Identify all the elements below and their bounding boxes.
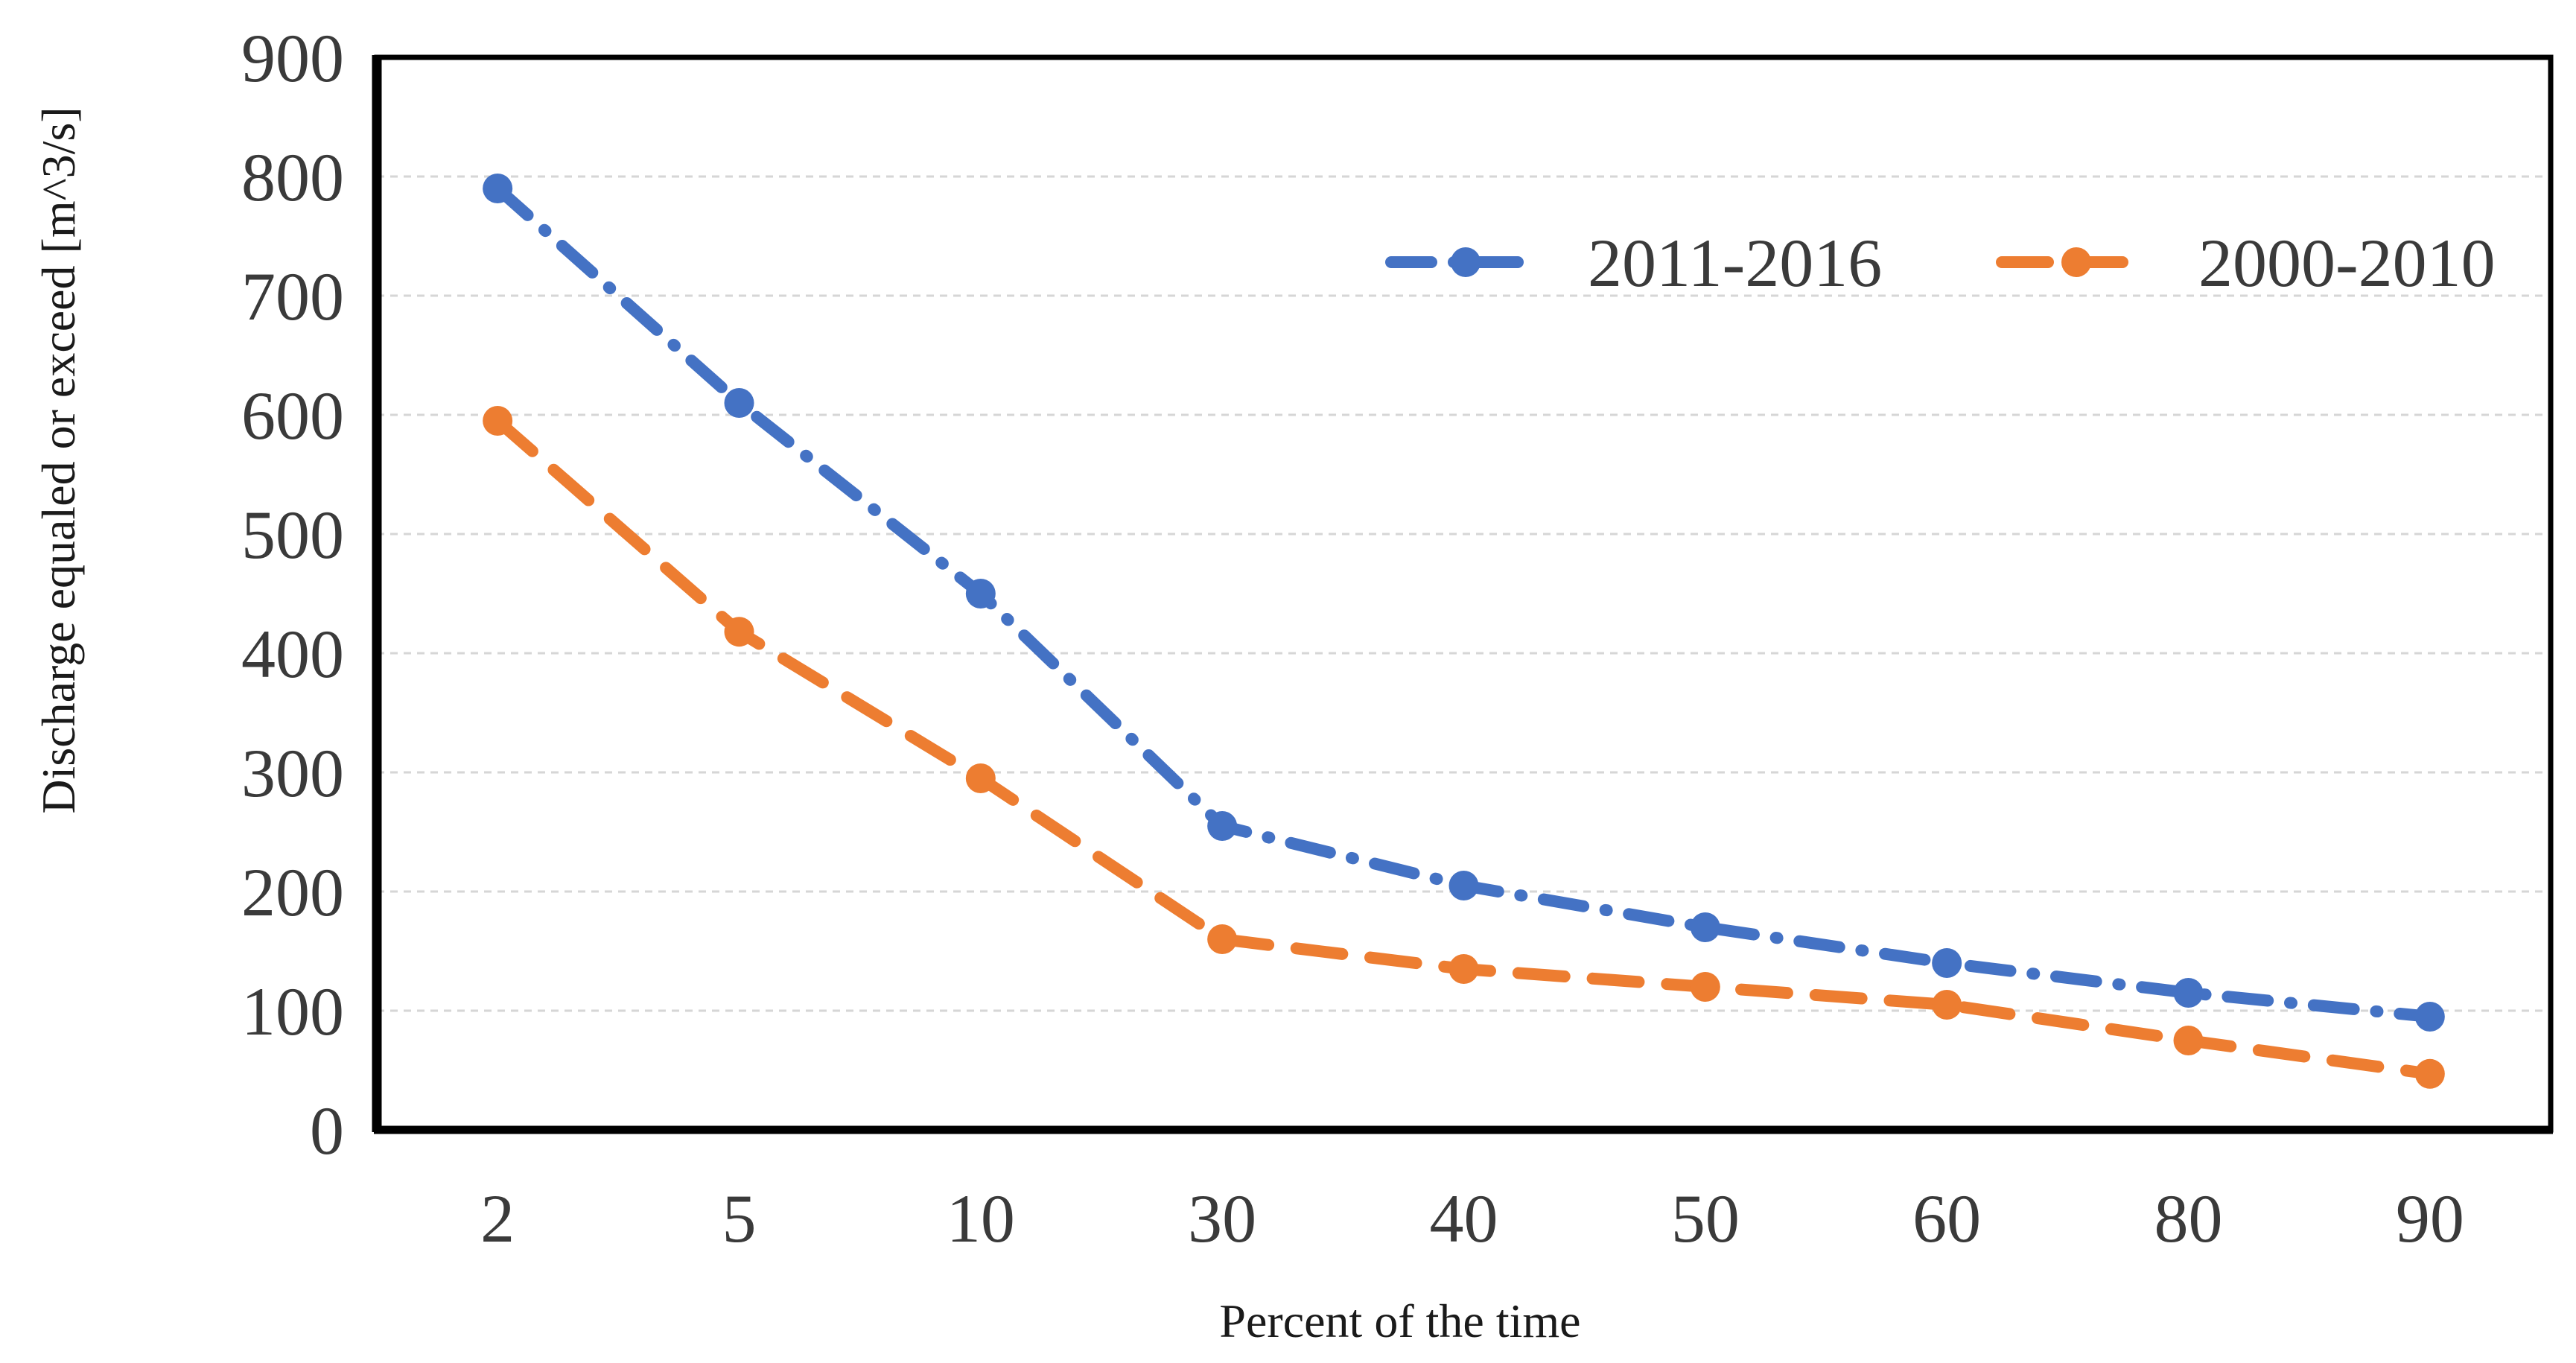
series-marker-2011-2016-50 bbox=[1690, 912, 1720, 942]
y-tick-label-200: 200 bbox=[241, 854, 344, 930]
series-marker-2000-2010-90 bbox=[2414, 1058, 2445, 1089]
y-tick-label-800: 800 bbox=[241, 139, 344, 215]
legend-item-2011-2016: 2011-2016 bbox=[1385, 225, 1882, 301]
y-tick-label-0: 0 bbox=[310, 1093, 344, 1169]
x-tick-label-60: 60 bbox=[1912, 1181, 1981, 1256]
legend-sample-marker-2000-2010 bbox=[2061, 247, 2091, 277]
x-tick-label-5: 5 bbox=[722, 1181, 757, 1256]
legend: 2011-2016 2000-2010 bbox=[1385, 225, 2496, 301]
series-group bbox=[483, 174, 2445, 1089]
series-marker-2011-2016-2 bbox=[483, 174, 513, 203]
x-tick-labels: 2 5 10 30 40 50 60 80 90 bbox=[480, 1181, 2464, 1256]
x-tick-label-2: 2 bbox=[480, 1181, 515, 1256]
x-axis-title: Percent of the time bbox=[1219, 1294, 1580, 1347]
series-marker-2011-2016-5 bbox=[724, 388, 754, 418]
series-marker-2000-2010-10 bbox=[965, 763, 996, 793]
series-marker-2011-2016-30 bbox=[1207, 811, 1238, 841]
y-axis-title: Discharge equaled or exceed [m^3/s] bbox=[32, 107, 85, 813]
legend-label-2011-2016: 2011-2016 bbox=[1588, 225, 1882, 301]
series-marker-2000-2010-30 bbox=[1207, 924, 1238, 954]
series-marker-2011-2016-10 bbox=[965, 579, 996, 609]
series-marker-2000-2010-2 bbox=[483, 406, 513, 436]
x-tick-label-50: 50 bbox=[1671, 1181, 1740, 1256]
y-tick-label-100: 100 bbox=[241, 973, 344, 1049]
x-tick-label-40: 40 bbox=[1430, 1181, 1498, 1256]
series-marker-2000-2010-50 bbox=[1690, 972, 1720, 1002]
series-marker-2011-2016-80 bbox=[2173, 978, 2204, 1008]
y-tick-label-500: 500 bbox=[241, 497, 344, 573]
y-tick-label-400: 400 bbox=[241, 616, 344, 692]
series-marker-2011-2016-40 bbox=[1448, 871, 1479, 900]
series-marker-2000-2010-40 bbox=[1448, 954, 1479, 984]
x-tick-label-30: 30 bbox=[1188, 1181, 1256, 1256]
series-marker-2011-2016-60 bbox=[1932, 948, 1962, 978]
legend-sample-marker-2011-2016 bbox=[1451, 247, 1481, 277]
series-marker-2011-2016-90 bbox=[2414, 1002, 2445, 1032]
series-marker-2000-2010-80 bbox=[2173, 1026, 2204, 1055]
legend-item-2000-2010: 2000-2010 bbox=[1996, 225, 2496, 301]
y-tick-label-700: 700 bbox=[241, 258, 344, 334]
y-tick-label-300: 300 bbox=[241, 735, 344, 811]
x-tick-label-10: 10 bbox=[947, 1181, 1015, 1256]
x-tick-label-80: 80 bbox=[2154, 1181, 2223, 1256]
y-tick-labels: 0 100 200 300 400 500 600 700 800 900 bbox=[241, 20, 344, 1169]
legend-label-2000-2010: 2000-2010 bbox=[2198, 225, 2496, 301]
series-marker-2000-2010-5 bbox=[724, 617, 754, 647]
series-marker-2000-2010-60 bbox=[1932, 990, 1962, 1020]
y-tick-label-600: 600 bbox=[241, 378, 344, 454]
y-tick-label-900: 900 bbox=[241, 20, 344, 96]
x-tick-label-90: 90 bbox=[2396, 1181, 2464, 1256]
